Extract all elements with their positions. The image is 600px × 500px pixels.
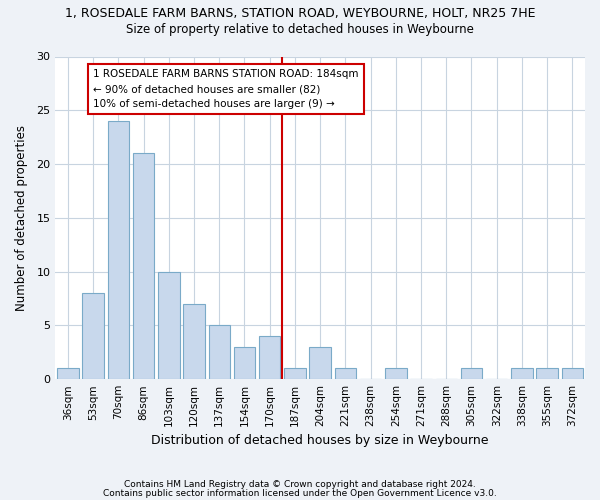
Bar [259,336,280,379]
Bar [234,347,255,379]
Bar [107,121,129,379]
Bar [184,304,205,379]
Bar [536,368,558,379]
Bar [385,368,407,379]
Bar [57,368,79,379]
Bar [511,368,533,379]
Bar [158,272,179,379]
Text: Size of property relative to detached houses in Weybourne: Size of property relative to detached ho… [126,22,474,36]
Text: 1 ROSEDALE FARM BARNS STATION ROAD: 184sqm
← 90% of detached houses are smaller : 1 ROSEDALE FARM BARNS STATION ROAD: 184s… [93,70,359,109]
X-axis label: Distribution of detached houses by size in Weybourne: Distribution of detached houses by size … [151,434,489,448]
Text: Contains public sector information licensed under the Open Government Licence v3: Contains public sector information licen… [103,490,497,498]
Y-axis label: Number of detached properties: Number of detached properties [15,125,28,311]
Bar [133,154,154,379]
Bar [562,368,583,379]
Bar [82,293,104,379]
Bar [335,368,356,379]
Text: 1, ROSEDALE FARM BARNS, STATION ROAD, WEYBOURNE, HOLT, NR25 7HE: 1, ROSEDALE FARM BARNS, STATION ROAD, WE… [65,8,535,20]
Bar [310,347,331,379]
Bar [461,368,482,379]
Bar [284,368,305,379]
Text: Contains HM Land Registry data © Crown copyright and database right 2024.: Contains HM Land Registry data © Crown c… [124,480,476,489]
Bar [209,326,230,379]
